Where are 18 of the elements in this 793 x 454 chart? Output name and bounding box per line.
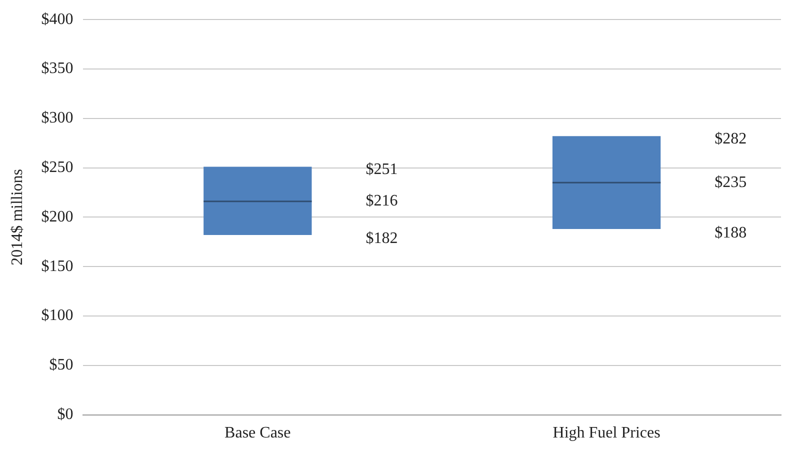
y-tick-label: $150: [41, 258, 74, 275]
y-tick-label: $300: [41, 110, 74, 127]
y-tick-label: $350: [41, 60, 74, 78]
text: $235: [714, 174, 747, 191]
y-tick-label: $400: [41, 10, 74, 28]
y-tick-label: $50: [49, 356, 74, 374]
text: $251: [366, 161, 398, 178]
y-tick-label: $0: [57, 406, 74, 424]
x-tick-label: High Fuel Prices: [552, 424, 660, 442]
x-tick-label: Base Case: [224, 424, 291, 442]
text: $216: [366, 192, 398, 210]
text: $282: [714, 130, 747, 148]
text: $182: [366, 230, 398, 248]
y-tick-label: $250: [41, 159, 74, 176]
y-axis-title: 2014$ millions: [8, 168, 26, 266]
y-tick-label: $200: [41, 208, 74, 226]
y-tick-label: $100: [41, 307, 74, 324]
text: $188: [714, 224, 747, 242]
